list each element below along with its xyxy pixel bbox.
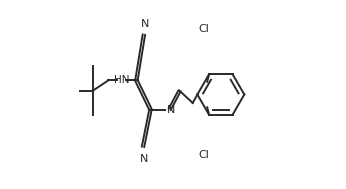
Text: N: N — [141, 19, 149, 29]
Text: N: N — [166, 105, 175, 115]
Text: HN: HN — [113, 75, 129, 85]
Text: N: N — [140, 154, 148, 164]
Text: Cl: Cl — [199, 24, 209, 34]
Text: Cl: Cl — [199, 149, 209, 160]
